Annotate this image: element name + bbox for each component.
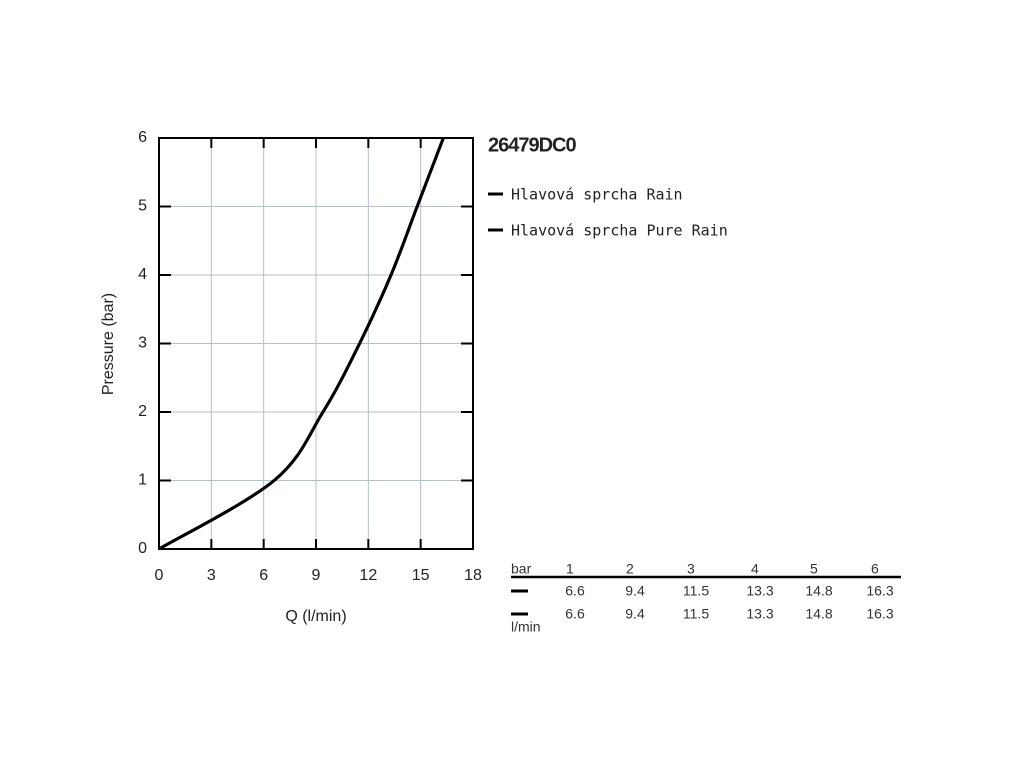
y-tick-label: 4 [138,266,147,283]
table-flow: 6.6 [565,606,585,622]
x-tick-label: 3 [207,567,216,584]
y-tick-label: 0 [138,540,147,557]
legend-label: Hlavová sprcha Rain [511,186,683,204]
y-tick-label: 5 [138,198,147,215]
series-line [159,138,445,549]
x-tick-label: 0 [155,567,164,584]
table-pressure-unit: bar [511,561,532,577]
x-tick-label: 9 [312,567,321,584]
table-flow: 9.4 [625,606,645,622]
y-axis-label: Pressure (bar) [100,293,117,395]
plot-frame [158,137,474,550]
table-pressure: 5 [810,561,818,577]
table-flow: 11.5 [683,583,709,599]
table-flow: 9.4 [625,583,645,599]
x-axis-label: Q (l/min) [285,608,346,625]
x-tick-label: 6 [259,567,268,584]
x-tick-label: 15 [412,567,430,584]
table-flow: 11.5 [683,606,709,622]
table-pressure: 1 [566,561,574,577]
table-pressure: 4 [751,561,759,577]
x-tick-label: 18 [464,567,482,584]
y-tick-label: 1 [138,472,147,489]
table-pressure: 3 [687,561,695,577]
table-flow: 13.3 [746,606,773,622]
table-flow: 6.6 [565,583,585,599]
table-flow: 13.3 [746,583,773,599]
table-pressure: 2 [626,561,634,577]
y-tick-label: 2 [138,403,147,420]
legend-label: Hlavová sprcha Pure Rain [511,222,728,240]
table-flow: 16.3 [866,606,893,622]
table-flow: 14.8 [805,583,832,599]
table-flow: 14.8 [805,606,832,622]
table-flow: 16.3 [866,583,893,599]
table-flow-unit: l/min [511,619,541,635]
x-tick-label: 12 [359,567,377,584]
table-pressure: 6 [871,561,879,577]
y-tick-label: 3 [138,335,147,352]
y-tick-label: 6 [138,129,147,146]
chart-title: 26479DC0 [488,134,577,156]
